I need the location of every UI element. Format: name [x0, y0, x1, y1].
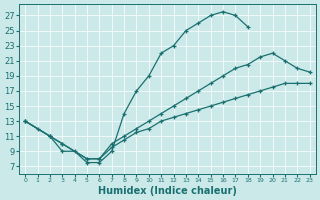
X-axis label: Humidex (Indice chaleur): Humidex (Indice chaleur)	[98, 186, 237, 196]
